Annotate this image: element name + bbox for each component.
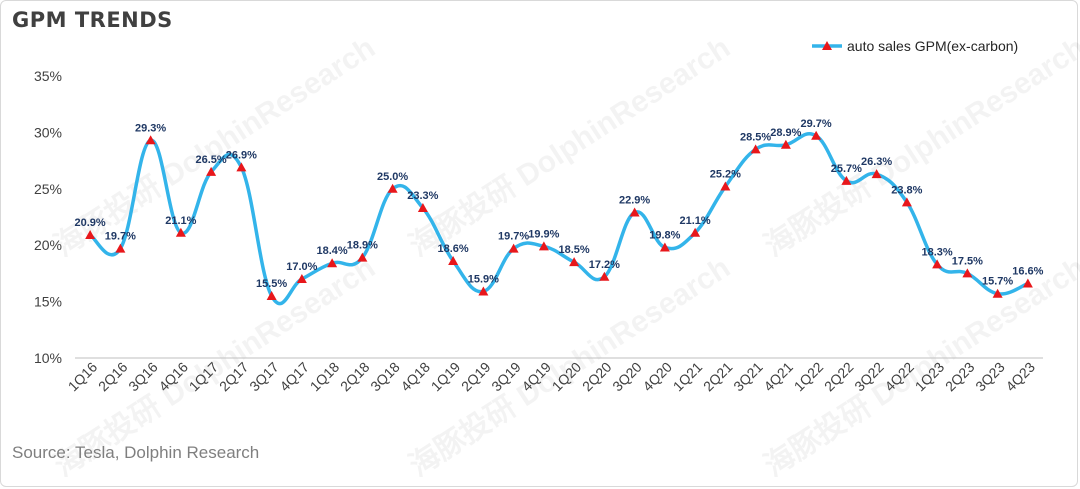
data-label: 29.3%	[135, 122, 166, 134]
x-tick-label: 3Q23	[972, 359, 1008, 395]
data-point-marker	[115, 243, 126, 253]
data-label: 18.3%	[922, 246, 953, 258]
data-label: 21.1%	[165, 215, 196, 227]
data-point-marker	[932, 259, 943, 269]
data-point-marker	[901, 197, 912, 207]
data-point-marker	[1022, 278, 1033, 288]
x-tick-label: 3Q20	[609, 359, 645, 395]
x-tick-label: 1Q16	[65, 359, 101, 395]
data-point-marker	[448, 255, 459, 265]
data-label: 25.7%	[831, 163, 862, 175]
data-point-marker	[387, 183, 398, 193]
x-tick-label: 1Q21	[670, 359, 706, 395]
x-tick-label: 3Q17	[246, 359, 282, 395]
y-tick-label: 20%	[34, 237, 62, 253]
y-tick-label: 25%	[34, 181, 62, 197]
data-label: 15.7%	[982, 276, 1013, 288]
data-point-marker	[750, 144, 761, 154]
data-label: 20.9%	[75, 217, 106, 229]
data-label: 15.9%	[468, 273, 499, 285]
data-point-marker	[175, 227, 186, 237]
data-point-marker	[478, 286, 489, 296]
data-point-marker	[357, 252, 368, 262]
x-tick-label: 4Q17	[276, 359, 312, 395]
data-label: 25.2%	[710, 169, 741, 181]
x-tick-label: 1Q22	[791, 359, 827, 395]
data-label: 26.9%	[226, 149, 257, 161]
data-label: 18.9%	[347, 240, 378, 252]
data-label: 19.7%	[105, 231, 136, 243]
data-point-marker	[599, 271, 610, 281]
data-label: 21.1%	[680, 215, 711, 227]
data-point-marker	[659, 242, 670, 252]
data-point-marker	[538, 241, 549, 251]
data-label: 17.0%	[286, 261, 317, 273]
y-tick-label: 10%	[34, 350, 62, 366]
data-point-marker	[327, 258, 338, 268]
data-label: 28.5%	[740, 131, 771, 143]
x-tick-label: 4Q20	[639, 359, 675, 395]
x-tick-label: 4Q18	[397, 359, 433, 395]
data-point-marker	[811, 130, 822, 140]
data-label: 18.5%	[559, 244, 590, 256]
y-tick-label: 35%	[34, 68, 62, 84]
data-label: 17.5%	[952, 255, 983, 267]
x-tick-label: 1Q18	[307, 359, 343, 395]
legend-label: auto sales GPM(ex-carbon)	[847, 38, 1018, 54]
data-label: 19.7%	[498, 231, 529, 243]
data-label: 22.9%	[619, 194, 650, 206]
data-point-marker	[841, 175, 852, 185]
source-note: Source: Tesla, Dolphin Research	[12, 443, 260, 462]
data-label: 19.8%	[649, 229, 680, 241]
data-point-marker	[85, 230, 96, 240]
data-label: 26.5%	[196, 154, 227, 166]
x-tick-label: 2Q18	[337, 359, 373, 395]
data-point-marker	[962, 268, 973, 278]
y-tick-label: 15%	[34, 294, 62, 310]
data-point-marker	[871, 169, 882, 179]
data-label: 23.8%	[891, 184, 922, 196]
data-label: 15.5%	[256, 278, 287, 290]
data-label: 16.6%	[1012, 266, 1043, 278]
data-point-marker	[296, 274, 307, 284]
data-point-marker	[508, 243, 519, 253]
data-label: 18.4%	[317, 245, 348, 257]
data-point-marker	[629, 207, 640, 217]
data-point-marker	[780, 139, 791, 149]
chart-title: GPM TRENDS	[12, 8, 173, 32]
x-tick-label: 4Q23	[1002, 359, 1038, 395]
data-label: 26.3%	[861, 156, 892, 168]
data-point-marker	[569, 257, 580, 267]
legend-marker	[822, 41, 832, 50]
data-point-marker	[992, 288, 1003, 298]
x-tick-label: 1Q19	[428, 359, 464, 395]
x-tick-label: 2Q19	[458, 359, 494, 395]
data-point-marker	[145, 135, 156, 145]
data-label: 17.2%	[589, 259, 620, 271]
data-label: 25.0%	[377, 171, 408, 183]
data-point-marker	[236, 162, 247, 172]
data-point-marker	[690, 227, 701, 237]
data-point-marker	[720, 181, 731, 191]
x-tick-label: 4Q21	[760, 359, 796, 395]
data-label: 19.9%	[528, 228, 559, 240]
data-label: 23.3%	[407, 190, 438, 202]
x-tick-label: 2Q21	[700, 359, 736, 395]
x-tick-label: 3Q18	[367, 359, 403, 395]
data-label: 29.7%	[801, 118, 832, 130]
data-point-marker	[417, 202, 428, 212]
data-point-marker	[266, 290, 277, 300]
data-point-marker	[206, 166, 217, 176]
data-label: 28.9%	[770, 127, 801, 139]
x-tick-label: 3Q21	[730, 359, 766, 395]
y-tick-label: 30%	[34, 124, 62, 140]
data-label: 18.6%	[438, 243, 469, 255]
x-tick-label: 2Q16	[95, 359, 131, 395]
x-tick-label: 2Q22	[821, 359, 857, 395]
